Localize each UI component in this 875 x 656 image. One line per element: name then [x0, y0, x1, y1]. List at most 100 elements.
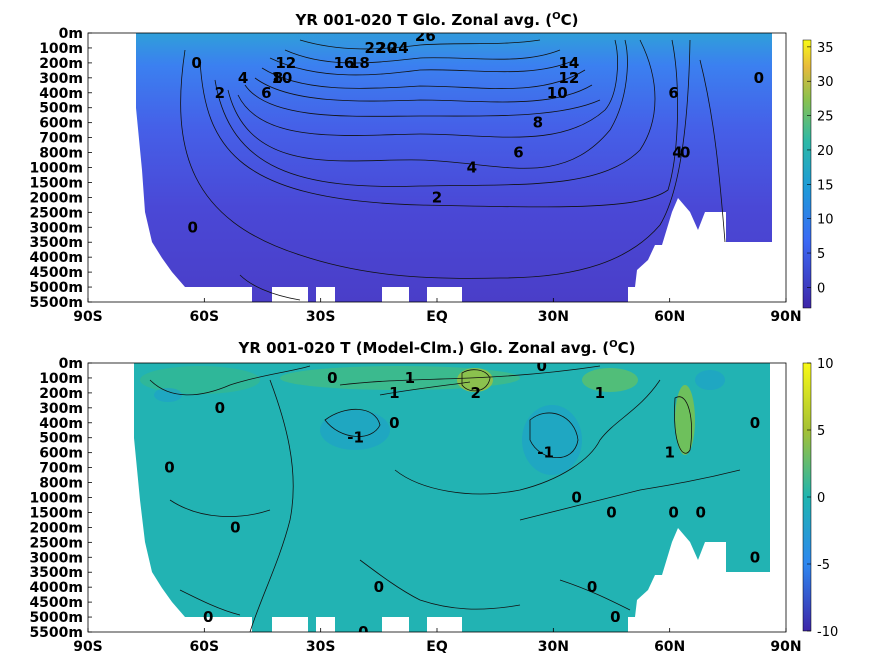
contour-label: 12 — [275, 54, 296, 72]
contour-label: 0 — [754, 69, 764, 87]
colorbar-tick-label: -5 — [817, 558, 830, 573]
contour-label: 1 — [389, 384, 399, 402]
y-tick-label: 5500m — [29, 625, 83, 641]
contour-label: 24 — [388, 39, 409, 57]
contour-label: 0 — [203, 608, 213, 626]
y-tick-label: 1500m — [29, 505, 83, 521]
contour-label: 12 — [558, 69, 579, 87]
y-tick-label: 1000m — [29, 161, 83, 177]
contour-label: 6 — [513, 144, 523, 162]
x-tick-label: 90S — [73, 309, 103, 325]
top-contours — [180, 39, 726, 301]
y-tick-label: 500m — [39, 431, 83, 447]
y-tick-label: 600m — [39, 446, 83, 462]
contour-label: 16 — [333, 54, 354, 72]
contour-label: 0 — [571, 489, 581, 507]
x-tick-label: 60S — [190, 309, 220, 325]
y-tick-label: 500m — [39, 101, 83, 117]
bottom-colorbar-ticks: 10 5 0 -5 -10 — [807, 357, 838, 640]
y-tick-label: 700m — [39, 131, 83, 147]
y-tick-label: 200m — [39, 56, 83, 72]
contour-label: 26 — [415, 27, 436, 45]
contour-label: 10 — [271, 69, 292, 87]
contour-label: 0 — [606, 503, 616, 521]
colorbar-tick-label: 35 — [817, 41, 834, 56]
x-tick-label: 30N — [538, 309, 569, 325]
y-tick-label: 100m — [39, 41, 83, 57]
colorbar-tick-label: 5 — [817, 247, 825, 262]
y-tick-label: 2500m — [29, 205, 83, 221]
contour-label: -1 — [537, 444, 554, 462]
y-tick-label: 1500m — [29, 175, 83, 191]
bottom-panel: YR 001-020 T (Model-Clm.) Glo. Zonal avg… — [29, 339, 838, 655]
y-tick-label: 0m — [59, 356, 83, 372]
contour-label: 0 — [187, 218, 197, 236]
top-colorbar — [802, 39, 812, 309]
contour-label: 0 — [215, 399, 225, 417]
top-warm-pool — [205, 33, 635, 128]
y-tick-label: 300m — [39, 71, 83, 87]
contour-label: 14 — [558, 54, 579, 72]
y-tick-label: 700m — [39, 461, 83, 477]
x-tick-label: EQ — [426, 309, 448, 325]
contour-label: 0 — [230, 518, 240, 536]
x-tick-label: 90N — [770, 639, 801, 655]
y-tick-label: 3500m — [29, 565, 83, 581]
contour-label: 4 — [238, 69, 248, 87]
y-tick-label: 3000m — [29, 220, 83, 236]
contour-label: 0 — [327, 369, 337, 387]
bottom-contours — [149, 365, 741, 632]
contour-label: 0 — [389, 414, 399, 432]
contour-label: 6 — [261, 84, 271, 102]
contour-label: 0 — [374, 578, 384, 596]
y-tick-label: 300m — [39, 401, 83, 417]
colorbar-tick-label: 0 — [817, 281, 825, 296]
x-tick-label: 60S — [190, 639, 220, 655]
y-tick-label: 2500m — [29, 535, 83, 551]
colorbar-tick-label: 0 — [817, 491, 825, 506]
contour-label: 4 — [467, 159, 477, 177]
y-tick-label: 100m — [39, 371, 83, 387]
y-tick-label: 3000m — [29, 550, 83, 566]
colorbar-tick-label: 10 — [817, 357, 834, 372]
contour-label: 1 — [405, 369, 415, 387]
x-tick-label: 30N — [538, 639, 569, 655]
contour-label: 0 — [587, 578, 597, 596]
contour-label: 0 — [610, 608, 620, 626]
y-tick-label: 1000m — [29, 491, 83, 507]
colorbar-tick-label: 30 — [817, 75, 834, 90]
top-x-axis: 90S 60S 30S EQ 30N 60N 90N — [73, 298, 802, 325]
colorbar-tick-label: 5 — [817, 424, 825, 439]
colorbar-tick-label: 20 — [817, 144, 834, 159]
x-tick-label: 30S — [306, 639, 336, 655]
x-tick-label: 60N — [654, 309, 685, 325]
contour-label: 0 — [680, 144, 690, 162]
y-tick-label: 2000m — [29, 190, 83, 206]
contour-label: 2 — [215, 84, 225, 102]
contour-label: 0 — [750, 548, 760, 566]
y-tick-label: 2000m — [29, 520, 83, 536]
contour-label: -1 — [347, 429, 364, 447]
contour-label: 0 — [191, 54, 201, 72]
colorbar-tick-label: 10 — [817, 213, 834, 228]
top-panel: YR 001-020 T Glo. Zonal avg. (OC) 262422… — [29, 11, 834, 325]
x-tick-label: 60N — [654, 639, 685, 655]
y-tick-label: 4500m — [29, 595, 83, 611]
bottom-title: YR 001-020 T (Model-Clm.) Glo. Zonal avg… — [238, 339, 636, 357]
contour-label: 0 — [695, 503, 705, 521]
y-tick-label: 5000m — [29, 280, 83, 296]
contour-label: 6 — [668, 84, 678, 102]
contour-label: 1 — [595, 384, 605, 402]
contour-label: 0 — [164, 459, 174, 477]
x-tick-label: 90N — [770, 309, 801, 325]
bottom-anomaly-patches — [140, 366, 725, 475]
contour-label: 10 — [547, 84, 568, 102]
y-tick-label: 0m — [59, 26, 83, 42]
top-colorbar-ticks: 0 5 10 15 20 25 30 35 — [807, 41, 834, 296]
y-tick-label: 5500m — [29, 295, 83, 311]
y-tick-label: 400m — [39, 86, 83, 102]
